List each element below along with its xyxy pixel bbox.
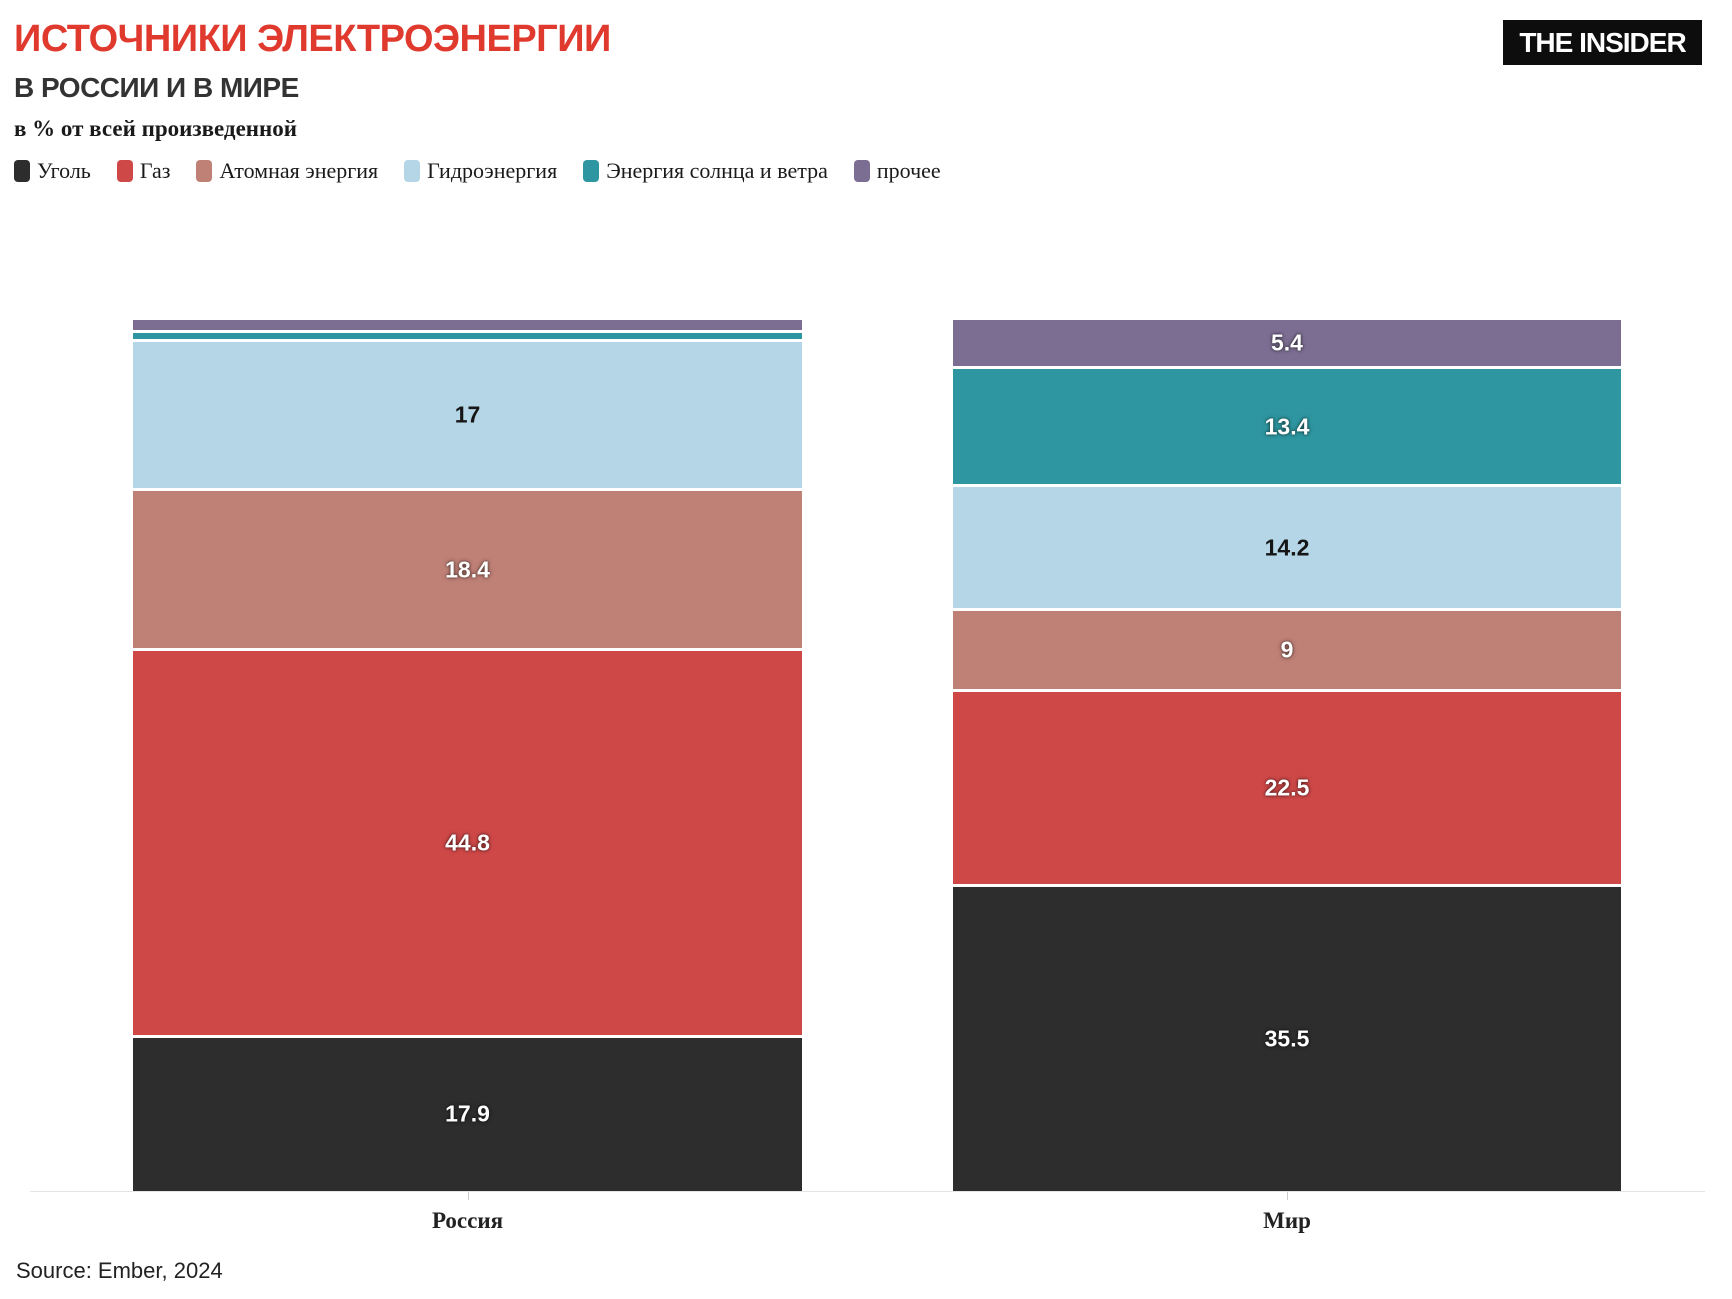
segment-value-label: 17.9 [445, 1100, 490, 1127]
legend-swatch-icon [583, 160, 600, 182]
bar-segment-hydro: 14.2 [953, 486, 1621, 609]
segment-value-label: 17 [454, 401, 481, 428]
bar-segment-nuclear: 18.4 [133, 490, 802, 649]
bar-segment-coal: 35.5 [953, 887, 1621, 1191]
legend-swatch-icon [116, 160, 133, 182]
bar-segment-gas: 44.8 [133, 651, 802, 1035]
segment-value-label: 22.5 [1264, 774, 1310, 801]
legend-item: Газ [116, 158, 171, 184]
bar-segment-nuclear: 9 [953, 611, 1621, 689]
legend-swatch-icon [404, 160, 421, 182]
page-subtitle: В РОССИИ И В МИРЕ [14, 72, 299, 103]
legend-item: Энергия солнца и ветра [583, 158, 828, 184]
chart-legend: Уголь Газ Атомная энергия Гидроэнергия Энерг… [14, 158, 941, 184]
segment-value-label: 13.4 [1264, 413, 1310, 440]
x-axis-line [30, 1191, 1705, 1192]
legend-item: Уголь [14, 158, 91, 184]
segment-value-label: 14.2 [1264, 534, 1310, 561]
bar-segment-gas: 22.5 [953, 691, 1621, 885]
unit-label: в % от всей произведенной [14, 116, 298, 141]
segment-value-label: 9 [1280, 636, 1294, 663]
legend-label: Гидроэнергия [427, 158, 558, 183]
x-axis-label: Мир [1263, 1208, 1311, 1233]
legend-label: Энергия солнца и ветра [606, 158, 828, 183]
legend-label: прочее [876, 158, 941, 183]
x-axis-tick [1287, 1192, 1288, 1200]
segment-value-label: 35.5 [1264, 1025, 1310, 1052]
bar-russia: 17 18.4 44.8 17.9 [133, 320, 802, 1191]
bar-segment-other: 5.4 [953, 320, 1621, 367]
legend-swatch-icon [14, 160, 30, 182]
bar-segment-wind-solar: 13.4 [953, 369, 1621, 484]
segment-value-label: 44.8 [445, 829, 490, 856]
bar-segment-hydro: 17 [133, 342, 802, 488]
segment-value-label: 18.4 [445, 556, 490, 583]
source-note: Source: Ember, 2024 [16, 1258, 223, 1283]
legend-label: Газ [139, 158, 171, 183]
legend-item: Гидроэнергия [404, 158, 557, 184]
x-axis-tick [467, 1192, 469, 1200]
segment-value-label: 5.4 [1271, 329, 1303, 356]
legend-item: Атомная энергия [196, 158, 378, 184]
legend-label: Уголь [37, 158, 91, 183]
legend-swatch-icon [853, 160, 870, 182]
page-title: ИСТОЧНИКИ ЭЛЕКТРОЭНЕРГИИ [14, 18, 611, 60]
bar-segment-coal: 17.9 [133, 1037, 802, 1191]
legend-label: Атомная энергия [219, 158, 379, 183]
bar-segment-wind-solar [133, 333, 802, 340]
legend-swatch-icon [196, 160, 213, 182]
bar-world: 5.4 13.4 14.2 9 22.5 35.5 [953, 320, 1621, 1191]
x-axis-label: Россия [431, 1208, 504, 1233]
legend-item: прочее [853, 158, 941, 184]
bar-segment-other [133, 320, 802, 331]
brand-logo: THE INSIDER [1503, 20, 1702, 65]
